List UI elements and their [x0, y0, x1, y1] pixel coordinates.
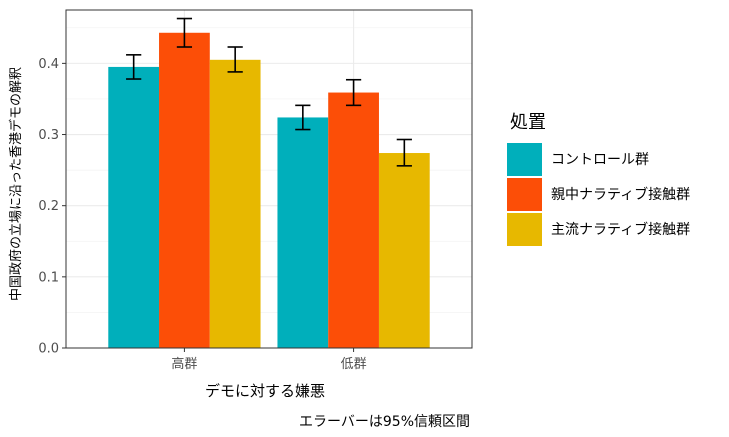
y-tick-label: 0.2 — [38, 199, 59, 214]
x-tick-label: 高群 — [171, 356, 197, 372]
y-tick-label: 0.4 — [38, 57, 59, 72]
bar — [378, 153, 430, 348]
legend-swatch — [507, 143, 542, 176]
legend-label: 親中ナラティブ接触群 — [551, 186, 690, 203]
bar — [159, 32, 210, 348]
y-tick-label: 0.1 — [38, 270, 59, 285]
bar — [209, 59, 261, 349]
x-axis-title: デモに対する嫌悪 — [205, 382, 325, 400]
panel-border — [65, 9, 473, 349]
bar — [277, 117, 329, 348]
x-axis-ticks: 高群 低群 — [171, 348, 367, 372]
legend-swatch — [507, 213, 542, 246]
bar — [108, 66, 160, 348]
chart-caption: エラーバーは95%信頼区間 — [299, 414, 470, 430]
x-tick-label: 低群 — [341, 357, 367, 372]
y-tick-label: 0.0 — [38, 342, 59, 357]
y-tick-label: 0.3 — [38, 128, 59, 143]
legend-title: 処置 — [510, 112, 546, 133]
legend-label: コントロール群 — [551, 152, 649, 168]
legend-label: 主流ナラティブ接触群 — [551, 221, 690, 238]
error-bars — [126, 17, 412, 167]
legend-swatch — [507, 178, 542, 211]
bars — [108, 32, 430, 349]
bar — [328, 92, 379, 349]
y-axis-ticks: 0.0 0.1 0.2 0.3 0.4 — [38, 57, 66, 357]
y-axis-title: 中国政府の立場に沿った香港デモの解釈 — [8, 67, 24, 301]
